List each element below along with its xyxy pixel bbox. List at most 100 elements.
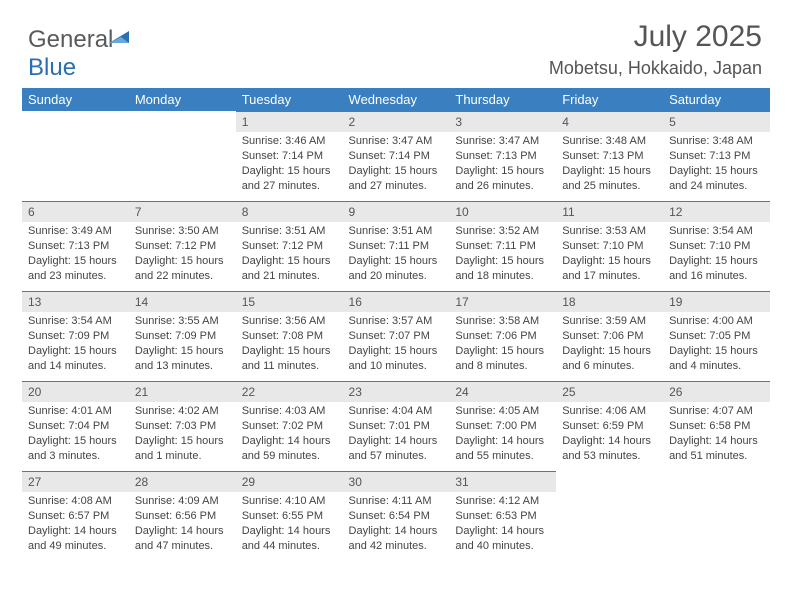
page-title: July 2025 [634,20,762,54]
day-number: 21 [129,381,236,402]
day-number: 11 [556,201,663,222]
day-number: 12 [663,201,770,222]
weekday-header: Wednesday [343,88,450,111]
day-text: Sunrise: 3:54 AMSunset: 7:09 PMDaylight:… [22,312,129,377]
day-text: Sunrise: 3:57 AMSunset: 7:07 PMDaylight:… [343,312,450,377]
day-text: Sunrise: 3:51 AMSunset: 7:12 PMDaylight:… [236,222,343,287]
weekday-header: Thursday [449,88,556,111]
day-number: 9 [343,201,450,222]
day-number: 17 [449,291,556,312]
calendar-cell: 11Sunrise: 3:53 AMSunset: 7:10 PMDayligh… [556,201,663,291]
day-number: 2 [343,111,450,132]
day-number: 30 [343,471,450,492]
day-text: Sunrise: 3:47 AMSunset: 7:14 PMDaylight:… [343,132,450,197]
day-number: 18 [556,291,663,312]
calendar-body: 1Sunrise: 3:46 AMSunset: 7:14 PMDaylight… [22,111,770,561]
calendar-cell [22,111,129,201]
calendar-cell: 31Sunrise: 4:12 AMSunset: 6:53 PMDayligh… [449,471,556,561]
day-number: 14 [129,291,236,312]
calendar-cell: 10Sunrise: 3:52 AMSunset: 7:11 PMDayligh… [449,201,556,291]
day-text: Sunrise: 4:06 AMSunset: 6:59 PMDaylight:… [556,402,663,467]
calendar-cell: 12Sunrise: 3:54 AMSunset: 7:10 PMDayligh… [663,201,770,291]
calendar-cell: 5Sunrise: 3:48 AMSunset: 7:13 PMDaylight… [663,111,770,201]
day-text: Sunrise: 3:53 AMSunset: 7:10 PMDaylight:… [556,222,663,287]
calendar-cell: 9Sunrise: 3:51 AMSunset: 7:11 PMDaylight… [343,201,450,291]
calendar-cell: 27Sunrise: 4:08 AMSunset: 6:57 PMDayligh… [22,471,129,561]
day-text: Sunrise: 3:52 AMSunset: 7:11 PMDaylight:… [449,222,556,287]
day-number: 5 [663,111,770,132]
day-number: 15 [236,291,343,312]
day-text: Sunrise: 4:07 AMSunset: 6:58 PMDaylight:… [663,402,770,467]
calendar-cell [663,471,770,561]
calendar-cell: 4Sunrise: 3:48 AMSunset: 7:13 PMDaylight… [556,111,663,201]
calendar-week-row: 6Sunrise: 3:49 AMSunset: 7:13 PMDaylight… [22,201,770,291]
day-number: 29 [236,471,343,492]
calendar-cell: 7Sunrise: 3:50 AMSunset: 7:12 PMDaylight… [129,201,236,291]
weekday-header: Friday [556,88,663,111]
calendar-cell: 19Sunrise: 4:00 AMSunset: 7:05 PMDayligh… [663,291,770,381]
logo-text-a: General [28,26,113,53]
calendar-cell [129,111,236,201]
weekday-header-row: SundayMondayTuesdayWednesdayThursdayFrid… [22,88,770,111]
day-text: Sunrise: 4:09 AMSunset: 6:56 PMDaylight:… [129,492,236,557]
day-text: Sunrise: 3:55 AMSunset: 7:09 PMDaylight:… [129,312,236,377]
calendar-cell: 3Sunrise: 3:47 AMSunset: 7:13 PMDaylight… [449,111,556,201]
day-text: Sunrise: 3:47 AMSunset: 7:13 PMDaylight:… [449,132,556,197]
day-number: 24 [449,381,556,402]
weekday-header: Tuesday [236,88,343,111]
day-number: 20 [22,381,129,402]
calendar-cell: 2Sunrise: 3:47 AMSunset: 7:14 PMDaylight… [343,111,450,201]
calendar-cell: 17Sunrise: 3:58 AMSunset: 7:06 PMDayligh… [449,291,556,381]
day-number: 19 [663,291,770,312]
day-number: 25 [556,381,663,402]
weekday-header: Saturday [663,88,770,111]
calendar-cell: 24Sunrise: 4:05 AMSunset: 7:00 PMDayligh… [449,381,556,471]
day-text: Sunrise: 3:49 AMSunset: 7:13 PMDaylight:… [22,222,129,287]
day-text: Sunrise: 4:10 AMSunset: 6:55 PMDaylight:… [236,492,343,557]
calendar-cell: 20Sunrise: 4:01 AMSunset: 7:04 PMDayligh… [22,381,129,471]
logo-icon [109,24,131,52]
weekday-header: Sunday [22,88,129,111]
calendar-cell: 30Sunrise: 4:11 AMSunset: 6:54 PMDayligh… [343,471,450,561]
day-text: Sunrise: 4:05 AMSunset: 7:00 PMDaylight:… [449,402,556,467]
day-text: Sunrise: 4:08 AMSunset: 6:57 PMDaylight:… [22,492,129,557]
calendar-cell: 18Sunrise: 3:59 AMSunset: 7:06 PMDayligh… [556,291,663,381]
day-number: 27 [22,471,129,492]
day-number: 8 [236,201,343,222]
calendar-week-row: 20Sunrise: 4:01 AMSunset: 7:04 PMDayligh… [22,381,770,471]
calendar-cell [556,471,663,561]
logo: General Blue [28,24,131,82]
day-text: Sunrise: 3:51 AMSunset: 7:11 PMDaylight:… [343,222,450,287]
calendar-cell: 29Sunrise: 4:10 AMSunset: 6:55 PMDayligh… [236,471,343,561]
day-text: Sunrise: 4:11 AMSunset: 6:54 PMDaylight:… [343,492,450,557]
day-number: 16 [343,291,450,312]
day-number: 23 [343,381,450,402]
calendar-cell: 8Sunrise: 3:51 AMSunset: 7:12 PMDaylight… [236,201,343,291]
day-number: 10 [449,201,556,222]
day-text: Sunrise: 3:58 AMSunset: 7:06 PMDaylight:… [449,312,556,377]
weekday-header: Monday [129,88,236,111]
calendar-table: SundayMondayTuesdayWednesdayThursdayFrid… [22,88,770,561]
day-number: 13 [22,291,129,312]
day-number: 3 [449,111,556,132]
day-text: Sunrise: 3:48 AMSunset: 7:13 PMDaylight:… [663,132,770,197]
calendar-cell: 28Sunrise: 4:09 AMSunset: 6:56 PMDayligh… [129,471,236,561]
calendar-week-row: 1Sunrise: 3:46 AMSunset: 7:14 PMDaylight… [22,111,770,201]
calendar-cell: 1Sunrise: 3:46 AMSunset: 7:14 PMDaylight… [236,111,343,201]
calendar-cell: 21Sunrise: 4:02 AMSunset: 7:03 PMDayligh… [129,381,236,471]
calendar-cell: 16Sunrise: 3:57 AMSunset: 7:07 PMDayligh… [343,291,450,381]
calendar-cell: 15Sunrise: 3:56 AMSunset: 7:08 PMDayligh… [236,291,343,381]
calendar-week-row: 13Sunrise: 3:54 AMSunset: 7:09 PMDayligh… [22,291,770,381]
calendar-cell: 26Sunrise: 4:07 AMSunset: 6:58 PMDayligh… [663,381,770,471]
day-text: Sunrise: 4:00 AMSunset: 7:05 PMDaylight:… [663,312,770,377]
day-text: Sunrise: 4:01 AMSunset: 7:04 PMDaylight:… [22,402,129,467]
day-number: 1 [236,111,343,132]
calendar-cell: 23Sunrise: 4:04 AMSunset: 7:01 PMDayligh… [343,381,450,471]
location: Mobetsu, Hokkaido, Japan [549,58,762,79]
day-text: Sunrise: 4:02 AMSunset: 7:03 PMDaylight:… [129,402,236,467]
logo-text-b: Blue [28,54,76,81]
day-number: 22 [236,381,343,402]
day-text: Sunrise: 3:46 AMSunset: 7:14 PMDaylight:… [236,132,343,197]
calendar-cell: 6Sunrise: 3:49 AMSunset: 7:13 PMDaylight… [22,201,129,291]
calendar-cell: 25Sunrise: 4:06 AMSunset: 6:59 PMDayligh… [556,381,663,471]
